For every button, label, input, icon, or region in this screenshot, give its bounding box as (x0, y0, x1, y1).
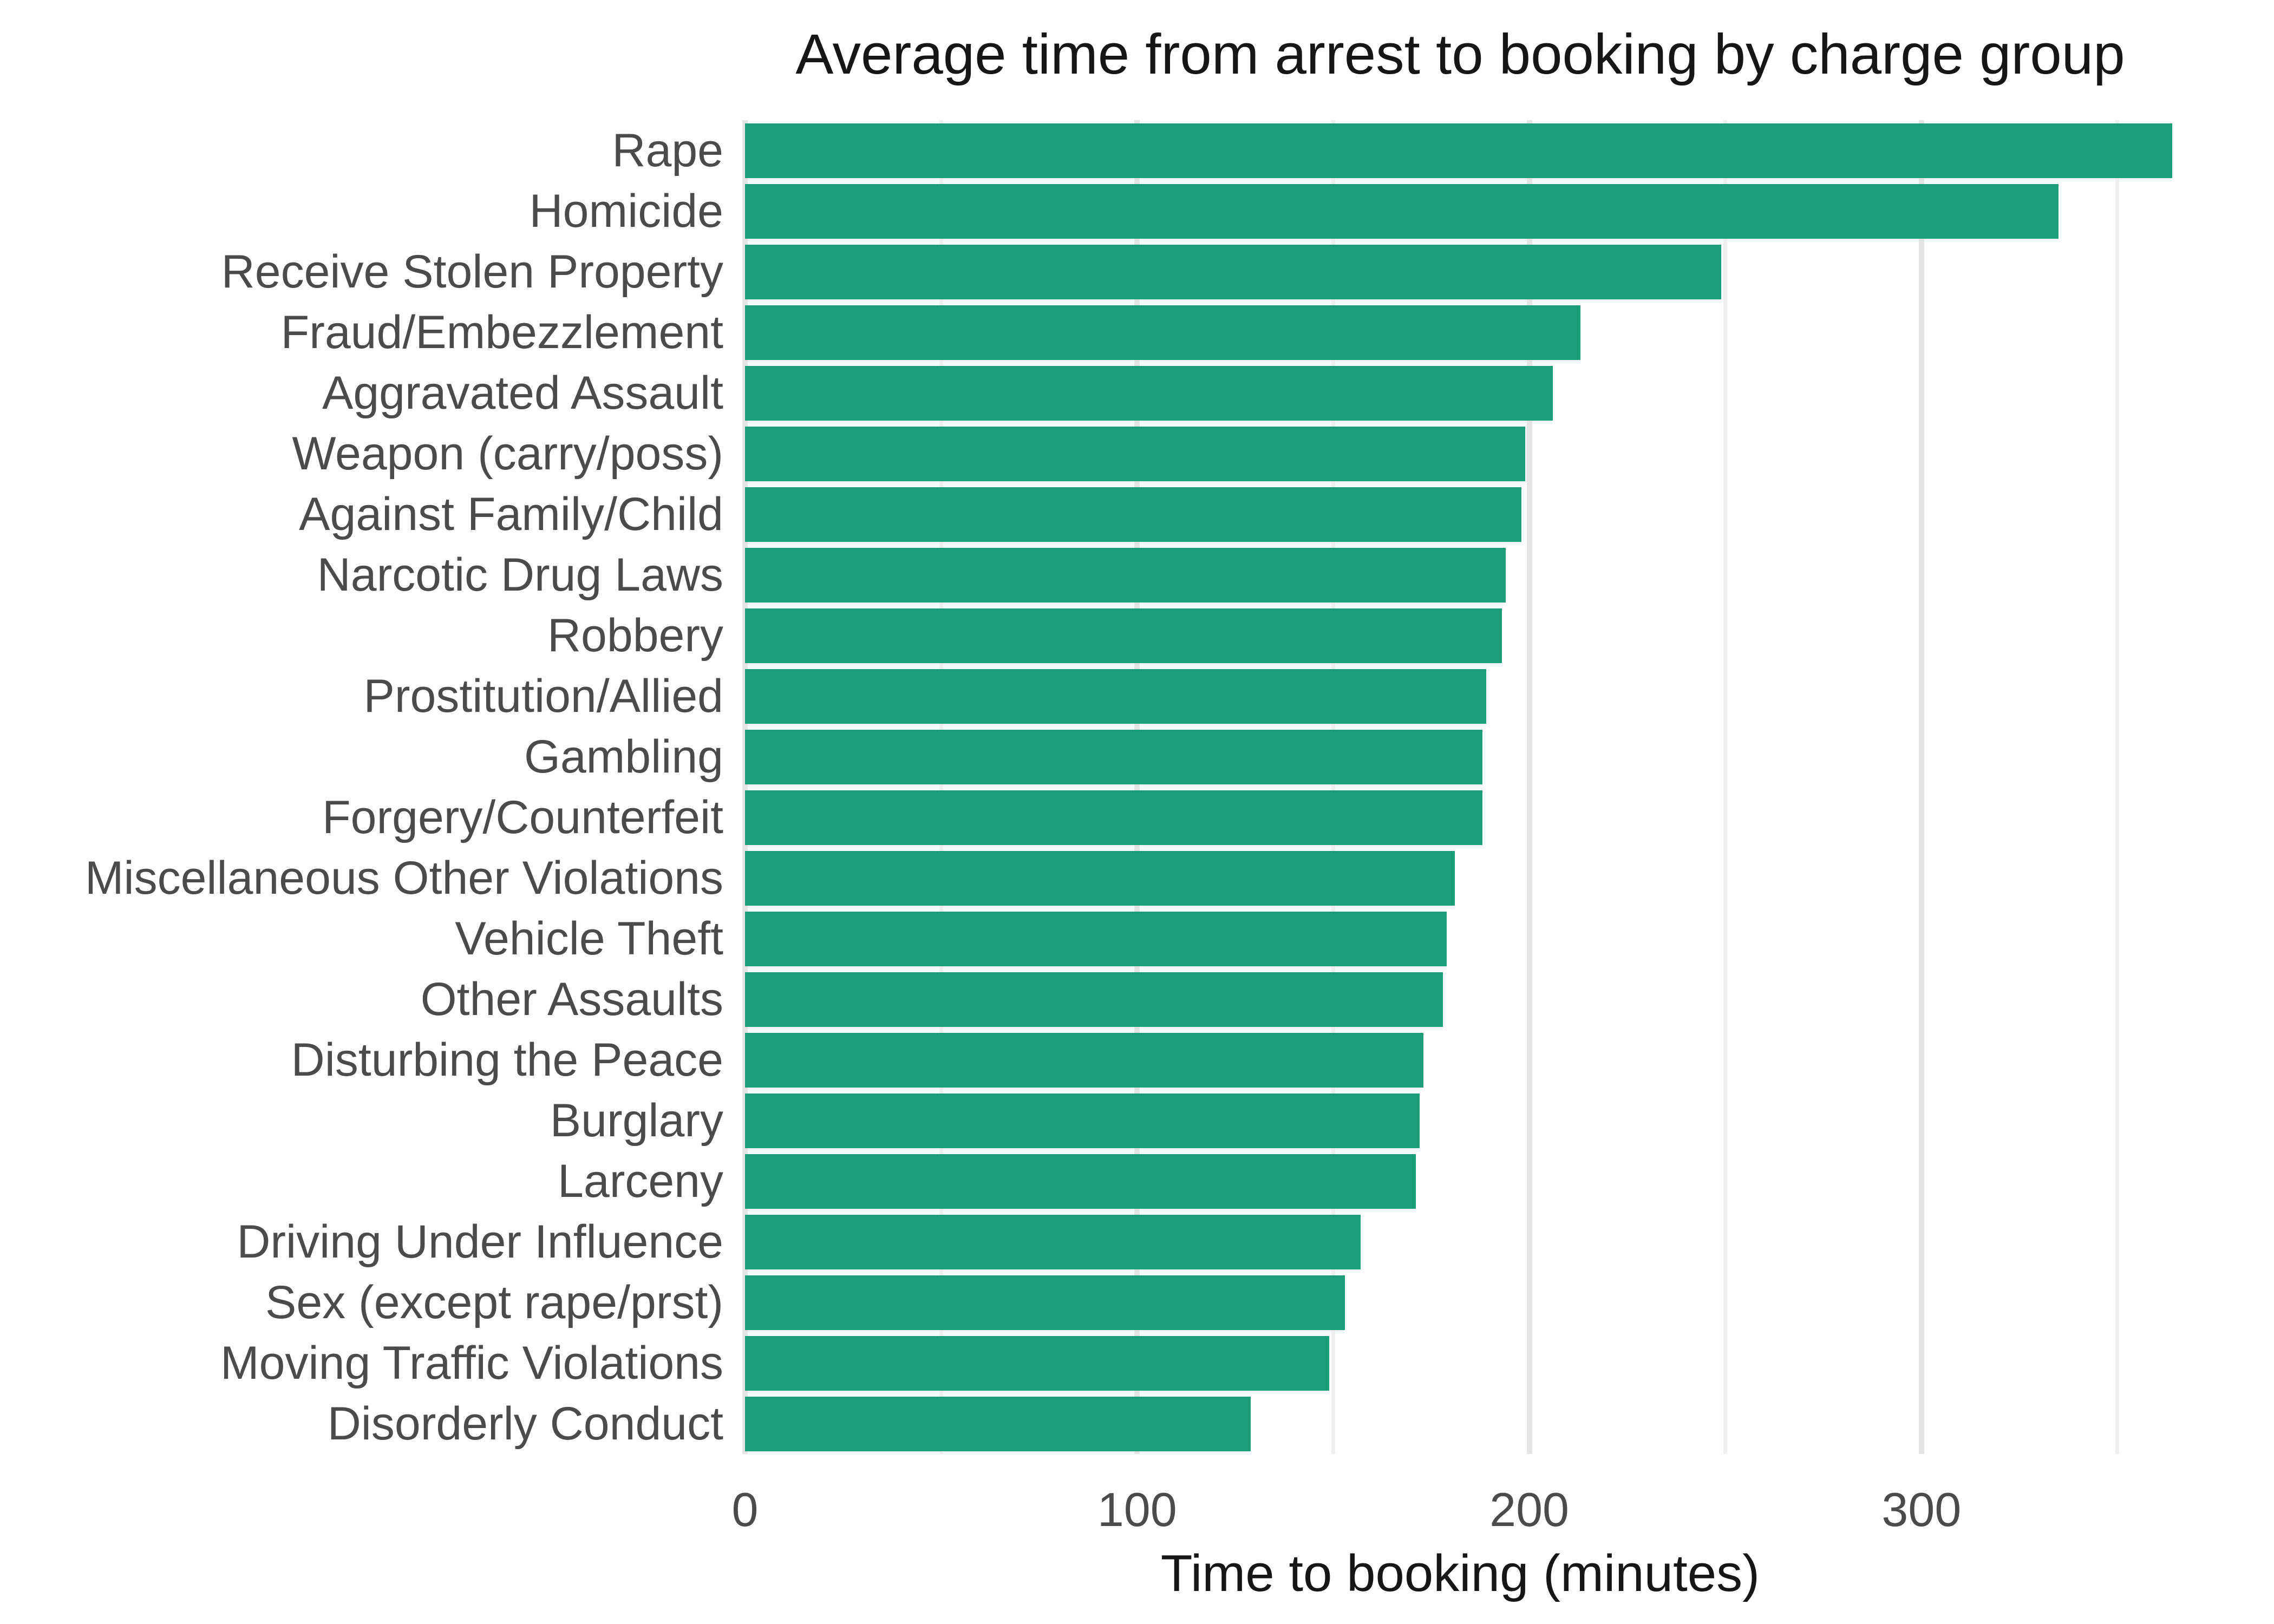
y-axis-label: Aggravated Assault (322, 367, 723, 419)
bar (745, 245, 1721, 299)
y-axis-label: Rape (612, 125, 723, 176)
gridline-major (1526, 120, 1532, 1454)
bar (745, 548, 1506, 603)
bar (745, 790, 1482, 845)
bar (745, 1336, 1329, 1391)
x-tick-label: 0 (731, 1483, 759, 1536)
x-tick-label: 200 (1489, 1483, 1569, 1536)
y-axis-label: Forgery/Counterfeit (322, 791, 723, 843)
y-axis-label: Vehicle Theft (455, 913, 723, 965)
plot-panel (742, 120, 2247, 1454)
bar (745, 730, 1482, 784)
chart-title: Average time from arrest to booking by c… (795, 23, 2125, 86)
gridline-minor (939, 120, 943, 1454)
gridline-major (1134, 120, 1140, 1454)
y-axis-label: Disorderly Conduct (327, 1398, 723, 1450)
gridline-minor (2115, 120, 2120, 1454)
y-axis-label: Gambling (524, 731, 723, 783)
bar (745, 1093, 1420, 1148)
y-axis-label: Driving Under Influence (237, 1216, 723, 1268)
bar (745, 427, 1525, 481)
x-tick-label: 300 (1881, 1483, 1962, 1536)
bar (745, 1275, 1345, 1330)
bar (745, 972, 1443, 1027)
y-axis-label: Against Family/Child (299, 488, 723, 540)
y-axis-label: Robbery (547, 610, 723, 662)
bar (745, 608, 1502, 663)
bar (745, 184, 2059, 239)
bar (745, 366, 1553, 421)
y-axis-labels: Rape Homicide Receive Stolen Property Fraud… (0, 120, 723, 1454)
y-axis-label: Burglary (550, 1095, 723, 1147)
gridline-minor (1723, 120, 1728, 1454)
bar (745, 669, 1486, 724)
y-axis-label: Disturbing the Peace (291, 1034, 723, 1086)
y-axis-label: Narcotic Drug Laws (317, 549, 723, 601)
bar (745, 1397, 1251, 1451)
bar (745, 1215, 1361, 1269)
gridline-major (1918, 120, 1924, 1454)
bar (745, 1154, 1416, 1209)
y-axis-label: Receive Stolen Property (221, 246, 723, 298)
bar (745, 123, 2172, 178)
bar (745, 1033, 1423, 1088)
gridline-major (742, 120, 748, 1454)
y-axis-label: Sex (except rape/prst) (265, 1276, 723, 1328)
bar (745, 851, 1455, 906)
x-axis-title: Time to booking (minutes) (1160, 1544, 1760, 1602)
y-axis-label: Miscellaneous Other Violations (84, 852, 723, 904)
y-axis-label: Fraud/Embezzlement (280, 306, 723, 358)
y-axis-label: Larceny (558, 1155, 723, 1207)
y-axis-label: Prostitution/Allied (363, 670, 723, 722)
bar (745, 487, 1521, 542)
bar (745, 912, 1447, 966)
y-axis-label: Weapon (carry/poss) (292, 428, 723, 480)
y-axis-label: Moving Traffic Violations (220, 1337, 723, 1389)
x-tick-label: 100 (1097, 1483, 1177, 1536)
y-axis-label: Other Assaults (420, 973, 723, 1025)
bar (745, 305, 1580, 360)
gridline-minor (1331, 120, 1335, 1454)
y-axis-label: Homicide (529, 185, 723, 237)
